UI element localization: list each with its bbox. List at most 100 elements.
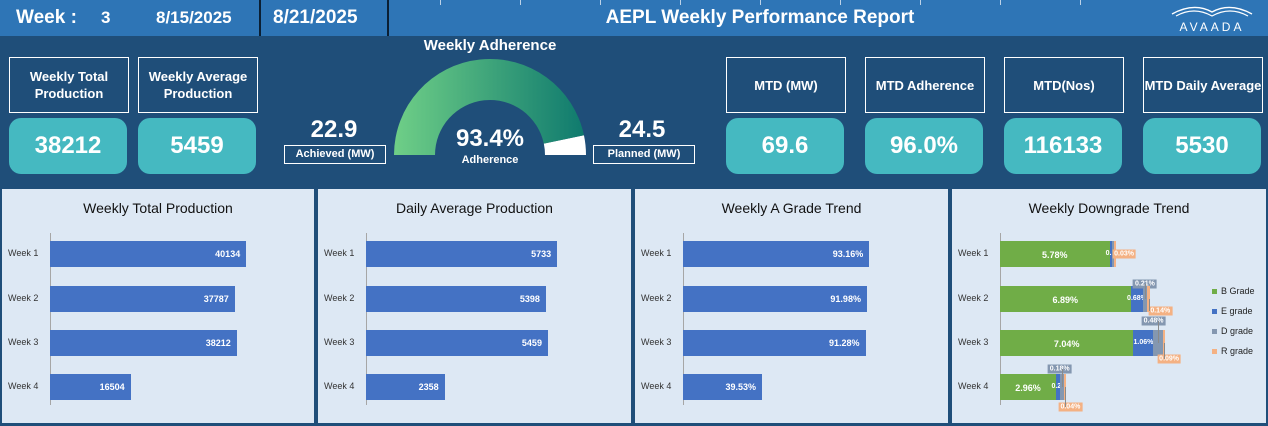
data-label: 38212: [205, 338, 231, 348]
legend-label: R grade: [1221, 346, 1254, 356]
data-bar: [50, 330, 237, 356]
legend-swatch: [1212, 348, 1217, 354]
grid-line: [840, 0, 841, 5]
data-label: 16504: [99, 382, 125, 392]
gauge-percent: 93.4%: [455, 125, 525, 152]
kpi-mtd-mw-value: 69.6: [726, 118, 844, 174]
category-tick-label: Week 3: [8, 337, 39, 347]
stacked-segment: [1147, 286, 1151, 312]
planned-value: 24.5: [618, 116, 666, 143]
grid-line: [760, 0, 761, 5]
data-bar: [366, 374, 445, 400]
kpi-weekly-average-label: Weekly Average Production: [138, 57, 258, 113]
header-divider: [387, 0, 389, 36]
data-bar: [683, 330, 866, 356]
data-label: 6.89%: [1052, 295, 1079, 305]
data-label: 2.96%: [1015, 383, 1041, 393]
data-label: 5459: [521, 338, 542, 348]
data-label: 5733: [531, 249, 552, 259]
data-bar: [683, 374, 763, 400]
data-label: 5.78%: [1041, 250, 1068, 260]
weekly-a-grade-trend-chart: Weekly A Grade Trend Week 1 93.16% Week 2 9…: [635, 189, 948, 423]
data-label: 39.53%: [725, 382, 757, 392]
data-label: 0.68%: [1127, 295, 1147, 302]
stacked-segment: [1109, 241, 1112, 267]
data-label: 91.98%: [830, 294, 861, 304]
data-label: 2358: [418, 382, 439, 392]
daily-average-production-chart: Daily Average Production Week 1 5733 Week …: [318, 189, 631, 423]
legend-item: E grade: [1212, 306, 1253, 316]
stacked-segment: [1000, 330, 1134, 356]
planned-label: Planned (MW): [593, 145, 695, 164]
kpi-mtd-adherence-value: 96.0%: [865, 118, 983, 174]
kpi-mtd-mw-label: MTD (MW): [726, 57, 846, 113]
grid-line: [920, 0, 921, 5]
data-label: 40134: [215, 249, 241, 259]
category-tick-label: Week 4: [8, 381, 39, 391]
logo-text: AVAADA: [1179, 20, 1245, 34]
report-header: Week : 3 8/15/2025 8/21/2025 AEPL Weekly…: [0, 0, 1268, 36]
data-bar: [50, 286, 235, 312]
achieved-value: 22.9: [310, 116, 358, 143]
weekly-downgrade-trend-chart: Weekly Downgrade Trend Week 1 5.78% 0.1 0.0…: [952, 189, 1266, 423]
report-title: AEPL Weekly Performance Report: [605, 7, 915, 28]
kpi-weekly-total-label: Weekly Total Production: [9, 57, 129, 113]
grid-line: [680, 0, 681, 5]
data-label: 0.48%: [1141, 316, 1166, 326]
data-bar: [683, 241, 870, 267]
grid-line: [1080, 0, 1081, 5]
gauge-remainder: [543, 135, 586, 155]
chart-title: Weekly Downgrade Trend: [1028, 200, 1190, 216]
category-axis: [50, 233, 51, 405]
grid-line: [440, 0, 441, 5]
data-bar: [683, 286, 867, 312]
kpi-mtd-daily-average-value: 5530: [1143, 118, 1261, 174]
stacked-segment: [1000, 286, 1131, 312]
leader-line: [1064, 387, 1066, 407]
data-label: 1.06%: [1133, 339, 1154, 346]
kpi-weekly-average-value: 5459: [138, 118, 256, 174]
header-divider: [259, 0, 261, 36]
kpi-weekly-total-value: 38212: [9, 118, 127, 174]
data-bar: [366, 241, 558, 267]
data-bar: [366, 286, 546, 312]
legend-item: R grade: [1212, 346, 1253, 356]
data-label: 7.04%: [1053, 339, 1080, 349]
leader-line: [1062, 369, 1064, 387]
leader-line: [1158, 321, 1160, 343]
stacked-segment: [1143, 286, 1148, 312]
data-label: 0.21%: [1133, 279, 1157, 289]
stacked-segment: [1000, 241, 1110, 267]
data-label: 5398: [519, 294, 540, 304]
data-label: 0.23: [1051, 383, 1066, 390]
category-axis: [1000, 233, 1001, 405]
category-axis: [366, 233, 367, 405]
data-label: 0.1: [1105, 250, 1116, 257]
category-tick-label: Week 4: [958, 381, 989, 391]
data-label: 37787: [203, 294, 229, 304]
category-axis: [683, 233, 684, 405]
legend-label: D grade: [1221, 326, 1254, 336]
kpi-mtd-nos-value: 116133: [1004, 118, 1122, 174]
leader-line: [1163, 343, 1165, 359]
avaada-logo: AVAADA: [1162, 2, 1262, 34]
grid-line: [600, 0, 601, 5]
legend-swatch: [1212, 328, 1217, 334]
week-label: Week :: [16, 7, 77, 28]
legend-label: B Grade: [1221, 286, 1255, 296]
category-tick-label: Week 2: [324, 293, 355, 303]
week-end-date: 8/21/2025: [273, 7, 358, 28]
kpi-mtd-nos-label: MTD(Nos): [1004, 57, 1124, 113]
legend-swatch: [1212, 308, 1217, 314]
kpi-mtd-adherence-label: MTD Adherence: [865, 57, 985, 113]
category-tick-label: Week 1: [8, 248, 39, 258]
chart-title: Daily Average Production: [396, 200, 553, 216]
week-start-date: 8/15/2025: [156, 8, 232, 27]
stacked-segment: [1000, 374, 1057, 400]
category-tick-label: Week 2: [641, 293, 672, 303]
logo-wave-icon: [1171, 6, 1253, 17]
category-tick-label: Week 2: [958, 293, 989, 303]
grid-line: [1000, 0, 1001, 5]
stacked-segment: [1056, 374, 1061, 400]
kpi-mtd-daily-average-label: MTD Daily Average: [1143, 57, 1263, 113]
